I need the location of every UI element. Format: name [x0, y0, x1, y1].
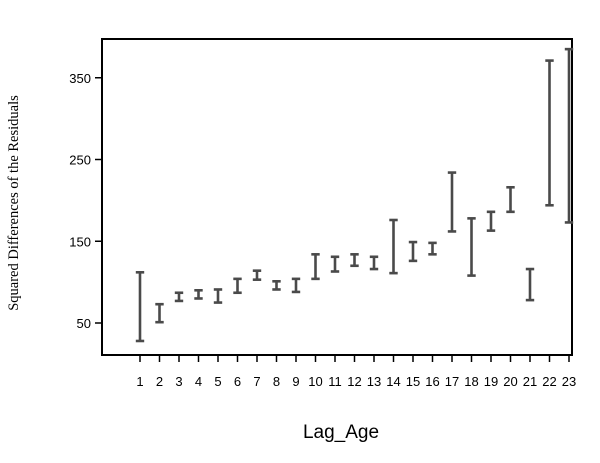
y-axis: 50 150 250 350: [69, 71, 102, 331]
error-bar: [487, 212, 495, 231]
x-tick-label: 18: [464, 374, 478, 389]
error-bar: [233, 279, 241, 293]
error-bar: [526, 269, 534, 300]
x-tick-label: 4: [195, 374, 202, 389]
error-bar: [175, 293, 183, 301]
error-bar: [467, 218, 475, 275]
x-tick-label: 17: [445, 374, 459, 389]
x-tick-label: 22: [542, 374, 556, 389]
x-tick-label: 2: [156, 374, 163, 389]
error-bar: [272, 281, 280, 289]
error-bar: [409, 242, 417, 261]
x-tick-label: 3: [175, 374, 182, 389]
x-tick-label: 23: [562, 374, 576, 389]
error-bar: [389, 220, 397, 273]
x-tick-label: 6: [234, 374, 241, 389]
error-bar: [311, 254, 319, 279]
x-tick-label: 10: [308, 374, 322, 389]
error-bar: [448, 173, 456, 232]
x-tick-label: 7: [253, 374, 260, 389]
x-tick-label: 8: [273, 374, 280, 389]
error-bar: [194, 290, 202, 298]
x-axis-label: Lag_Age: [303, 422, 379, 443]
x-tick-label: 5: [214, 374, 221, 389]
x-tick-label: 21: [523, 374, 537, 389]
error-bar: [214, 289, 222, 302]
y-tick-label: 50: [77, 316, 91, 331]
y-tick-label: 150: [69, 234, 91, 249]
x-axis: 1 2 3 4 5 6 7 8 9 10 11 12 13 14 15 16 17 18 19 20 21 22 23: [136, 355, 576, 389]
error-bar: [350, 254, 358, 265]
x-tick-label: 16: [425, 374, 439, 389]
x-tick-label: 1: [136, 374, 143, 389]
x-tick-label: 11: [328, 374, 342, 389]
x-tick-label: 19: [484, 374, 498, 389]
y-tick-label: 350: [69, 71, 91, 86]
error-bar: [331, 257, 339, 272]
error-bar: [428, 243, 436, 254]
plot-frame: [102, 39, 572, 355]
y-axis-label: Squared Differences of the Residuals: [6, 95, 22, 311]
error-bar: [545, 61, 553, 206]
x-tick-label: 12: [347, 374, 361, 389]
error-bar: [506, 187, 514, 212]
error-bar: [253, 271, 261, 280]
x-tick-label: 14: [386, 374, 400, 389]
x-tick-label: 9: [292, 374, 299, 389]
x-tick-label: 15: [406, 374, 420, 389]
error-bar: [155, 304, 163, 322]
y-tick-label: 250: [69, 153, 91, 168]
error-bar: [136, 272, 144, 341]
error-bar: [292, 279, 300, 292]
x-tick-label: 13: [367, 374, 381, 389]
x-tick-label: 20: [503, 374, 517, 389]
error-bars: [136, 49, 573, 341]
error-bar: [370, 257, 378, 269]
